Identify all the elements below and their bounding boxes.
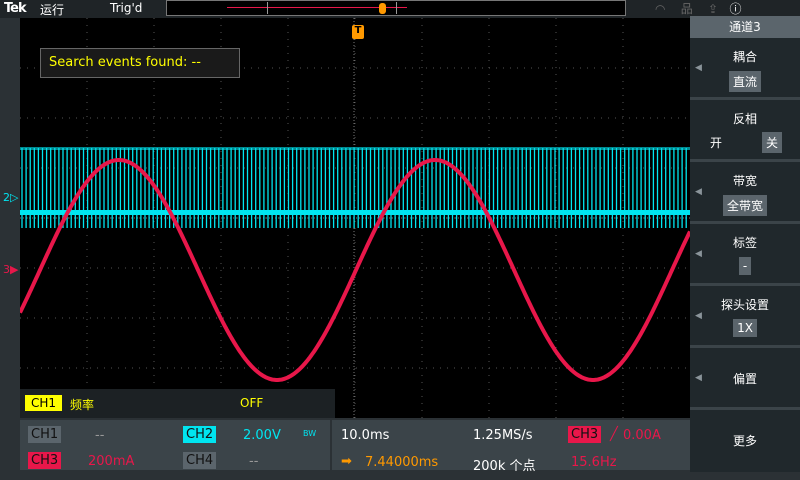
ch3-badge[interactable]: CH3: [28, 452, 62, 469]
ch2-scale: 2.00V: [243, 428, 281, 443]
trigger-state: Trig'd: [110, 1, 143, 15]
menu-bandwidth[interactable]: ◀ 带宽 全带宽: [690, 162, 800, 224]
wifi-icon: ◠: [655, 2, 666, 16]
menu-label[interactable]: ◀ 标签 -: [690, 224, 800, 286]
menu-coupling[interactable]: ◀ 耦合 直流: [690, 38, 800, 100]
horizontal-position: 7.44000ms: [365, 455, 439, 470]
waveform-display[interactable]: [20, 18, 690, 418]
ch1-badge[interactable]: CH1: [28, 426, 62, 443]
trigger-level: 0.00A: [623, 428, 661, 443]
ch3-marker[interactable]: 3▶: [3, 263, 19, 276]
ch1-scale: --: [95, 428, 105, 443]
caret-left-icon: ◀: [695, 187, 702, 197]
record-length: 200k 个点: [473, 459, 536, 474]
meas-channel-badge: CH1: [25, 395, 63, 411]
help-icon[interactable]: ⓘ: [729, 2, 742, 16]
ch2-low-level: [20, 210, 690, 215]
bandwidth-limit-icon: BW: [303, 429, 317, 438]
record-overview[interactable]: [166, 0, 626, 16]
run-state[interactable]: 运行: [40, 3, 65, 17]
trigger-frequency: 15.6Hz: [571, 455, 617, 470]
timebase-panel[interactable]: 10.0ms 1.25MS/s CH3 ╱ 0.00A ➡ 7.44000ms …: [332, 420, 690, 474]
network-icon[interactable]: 品: [680, 2, 693, 16]
ch3-scale: 200mA: [88, 454, 135, 469]
ch2-marker[interactable]: 2▷: [3, 191, 19, 204]
ch3-waveform: [20, 158, 690, 382]
invert-on[interactable]: 开: [710, 136, 723, 150]
rising-edge-icon: ╱: [610, 427, 618, 442]
trigger-position-icon: [379, 3, 386, 14]
menu-probe-setup[interactable]: ◀ 探头设置 1X: [690, 286, 800, 348]
horizontal-scale: 10.0ms: [341, 428, 390, 443]
tek-logo: Tek: [4, 1, 27, 16]
side-menu-channel3: 通道3 ◀ 耦合 直流 反相开关 ◀ 带宽 全带宽 ◀ 标签 - ◀ 探头设置 1X ◀ 偏置 更…: [690, 16, 800, 480]
ch4-scale: --: [249, 454, 259, 469]
status-icons: ◠ 品 ⇪ ⓘ: [655, 0, 742, 17]
delay-arrow-icon: ➡: [341, 454, 352, 469]
menu-more[interactable]: 更多: [690, 410, 800, 472]
ch4-badge[interactable]: CH4: [183, 452, 217, 469]
menu-offset[interactable]: ◀ 偏置: [690, 348, 800, 410]
overview-window[interactable]: [267, 2, 397, 14]
top-bar: Tek 运行 Trig'd ◠ 品 ⇪ ⓘ: [0, 0, 800, 18]
meas-type: 频率: [70, 398, 95, 412]
trigger-marker[interactable]: T: [352, 25, 364, 39]
ch2-badge[interactable]: CH2: [183, 426, 217, 443]
ch2-high-level: [20, 147, 690, 150]
sample-rate: 1.25MS/s: [473, 428, 533, 443]
invert-off[interactable]: 关: [762, 132, 783, 153]
caret-left-icon: ◀: [695, 249, 702, 259]
export-icon[interactable]: ⇪: [708, 2, 719, 16]
side-menu-title: 通道3: [690, 16, 800, 38]
overview-waveform: [227, 7, 407, 8]
channel-panel: CH1 -- CH2 2.00V BW CH3 200mA CH4 --: [20, 420, 330, 470]
caret-left-icon: ◀: [695, 311, 702, 321]
search-events-box: Search events found: --: [40, 48, 240, 78]
meas-value: OFF: [240, 396, 264, 410]
measurement-bar[interactable]: CH1 频率 OFF: [20, 389, 335, 418]
trigger-source-badge: CH3: [568, 426, 602, 443]
caret-left-icon: ◀: [695, 373, 702, 383]
caret-left-icon: ◀: [695, 63, 702, 73]
ch2-waveform: [21, 148, 687, 228]
menu-invert[interactable]: 反相开关: [690, 100, 800, 162]
